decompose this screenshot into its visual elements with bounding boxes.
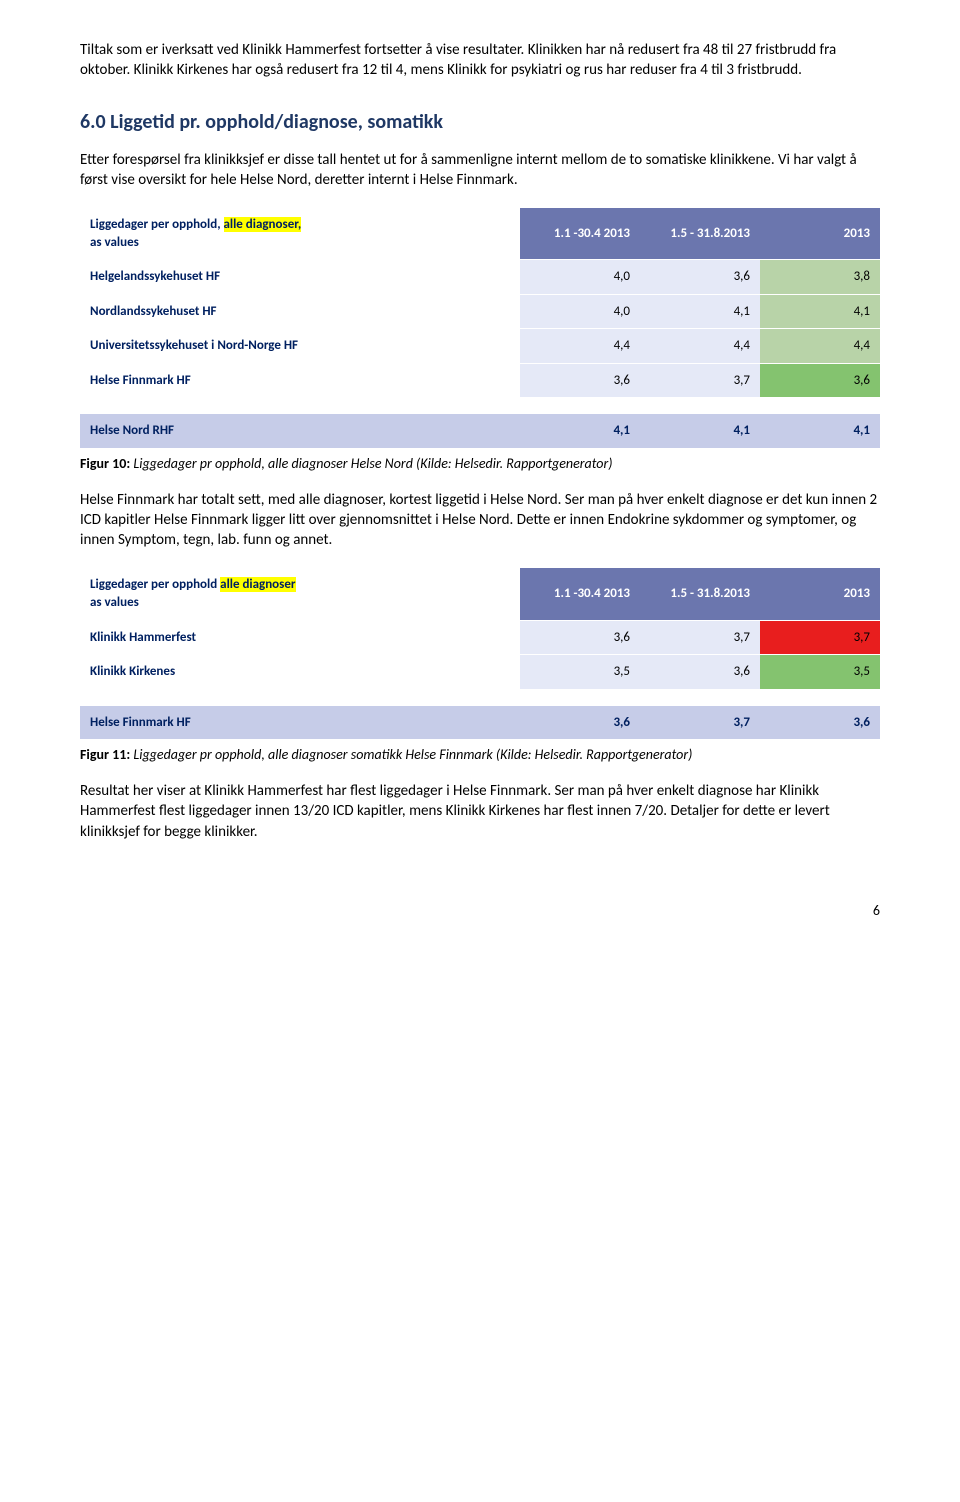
cell-value: 3,5 <box>520 655 640 690</box>
table-footer-row: Helse Finnmark HF3,63,73,6 <box>80 706 880 740</box>
cell-value: 3,8 <box>760 260 880 295</box>
footer-value: 3,7 <box>640 706 760 740</box>
header-label-highlight: alle diagnoser <box>220 577 295 592</box>
row-label: Universitetssykehuset i Nord-Norge HF <box>80 329 520 364</box>
caption-bold: Figur 11: <box>80 746 130 763</box>
cell-value: 3,6 <box>760 363 880 398</box>
cell-value: 4,4 <box>640 329 760 364</box>
figure-11-caption: Figur 11: Liggedager pr opphold, alle di… <box>80 746 880 765</box>
table-row: Universitetssykehuset i Nord-Norge HF4,4… <box>80 329 880 364</box>
table-row: Klinikk Hammerfest3,63,73,7 <box>80 620 880 655</box>
cell-value: 4,4 <box>760 329 880 364</box>
footer-value: 3,6 <box>760 706 880 740</box>
table-row: Klinikk Kirkenes3,53,63,5 <box>80 655 880 690</box>
intro-paragraph-1: Tiltak som er iverksatt ved Klinikk Hamm… <box>80 40 880 81</box>
header-label-highlight: alle diagnoser, <box>224 217 302 232</box>
footer-label: Helse Nord RHF <box>80 414 520 448</box>
col-period-2: 1.5 - 31.8.2013 <box>640 568 760 620</box>
cell-value: 3,7 <box>640 363 760 398</box>
cell-value: 3,6 <box>520 363 640 398</box>
section-heading: 6.0 Liggetid pr. opphold/diagnose, somat… <box>80 109 880 136</box>
cell-value: 3,6 <box>520 620 640 655</box>
table-row: Helgelandssykehuset HF4,03,63,8 <box>80 260 880 295</box>
table-spacer <box>80 398 880 415</box>
header-label-part2: as values <box>90 235 139 250</box>
table-row: Nordlandssykehuset HF4,04,14,1 <box>80 294 880 329</box>
cell-value: 4,1 <box>760 294 880 329</box>
cell-value: 3,5 <box>760 655 880 690</box>
figure-10-caption: Figur 10: Liggedager pr opphold, alle di… <box>80 455 880 474</box>
table-header-row: Liggedager per opphold, alle diagnoser, … <box>80 208 880 260</box>
table-header-label: Liggedager per opphold alle diagnoser as… <box>80 568 520 620</box>
header-label-part2: as values <box>90 595 139 610</box>
col-period-1: 1.1 -30.4 2013 <box>520 568 640 620</box>
row-label: Klinikk Kirkenes <box>80 655 520 690</box>
mid-paragraph: Helse Finnmark har totalt sett, med alle… <box>80 490 880 551</box>
row-label: Nordlandssykehuset HF <box>80 294 520 329</box>
intro-paragraph-2: Etter forespørsel fra klinikksjef er dis… <box>80 150 880 191</box>
caption-italic: Liggedager pr opphold, alle diagnoser He… <box>130 455 612 472</box>
row-label: Klinikk Hammerfest <box>80 620 520 655</box>
cell-value: 3,6 <box>640 655 760 690</box>
footer-value: 4,1 <box>520 414 640 448</box>
col-year: 2013 <box>760 568 880 620</box>
table-liggedager-helse-nord: Liggedager per opphold, alle diagnoser, … <box>80 208 880 449</box>
cell-value: 3,7 <box>640 620 760 655</box>
footer-value: 4,1 <box>640 414 760 448</box>
header-label-part1: Liggedager per opphold, <box>90 217 224 232</box>
cell-value: 4,0 <box>520 294 640 329</box>
row-label: Helse Finnmark HF <box>80 363 520 398</box>
cell-value: 4,4 <box>520 329 640 364</box>
table-liggedager-finnmark: Liggedager per opphold alle diagnoser as… <box>80 568 880 740</box>
cell-value: 4,1 <box>640 294 760 329</box>
table-header-label: Liggedager per opphold, alle diagnoser, … <box>80 208 520 260</box>
table-row: Helse Finnmark HF3,63,73,6 <box>80 363 880 398</box>
table-spacer <box>80 689 880 706</box>
page-number: 6 <box>80 902 880 921</box>
col-period-2: 1.5 - 31.8.2013 <box>640 208 760 260</box>
cell-value: 3,6 <box>640 260 760 295</box>
cell-value: 3,7 <box>760 620 880 655</box>
cell-value: 4,0 <box>520 260 640 295</box>
header-label-part1: Liggedager per opphold <box>90 577 220 592</box>
col-period-1: 1.1 -30.4 2013 <box>520 208 640 260</box>
footer-label: Helse Finnmark HF <box>80 706 520 740</box>
footer-value: 4,1 <box>760 414 880 448</box>
footer-value: 3,6 <box>520 706 640 740</box>
caption-italic: Liggedager pr opphold, alle diagnoser so… <box>130 746 692 763</box>
col-year: 2013 <box>760 208 880 260</box>
end-paragraph: Resultat her viser at Klinikk Hammerfest… <box>80 781 880 842</box>
caption-bold: Figur 10: <box>80 455 130 472</box>
table-footer-row: Helse Nord RHF4,14,14,1 <box>80 414 880 448</box>
row-label: Helgelandssykehuset HF <box>80 260 520 295</box>
table-header-row: Liggedager per opphold alle diagnoser as… <box>80 568 880 620</box>
